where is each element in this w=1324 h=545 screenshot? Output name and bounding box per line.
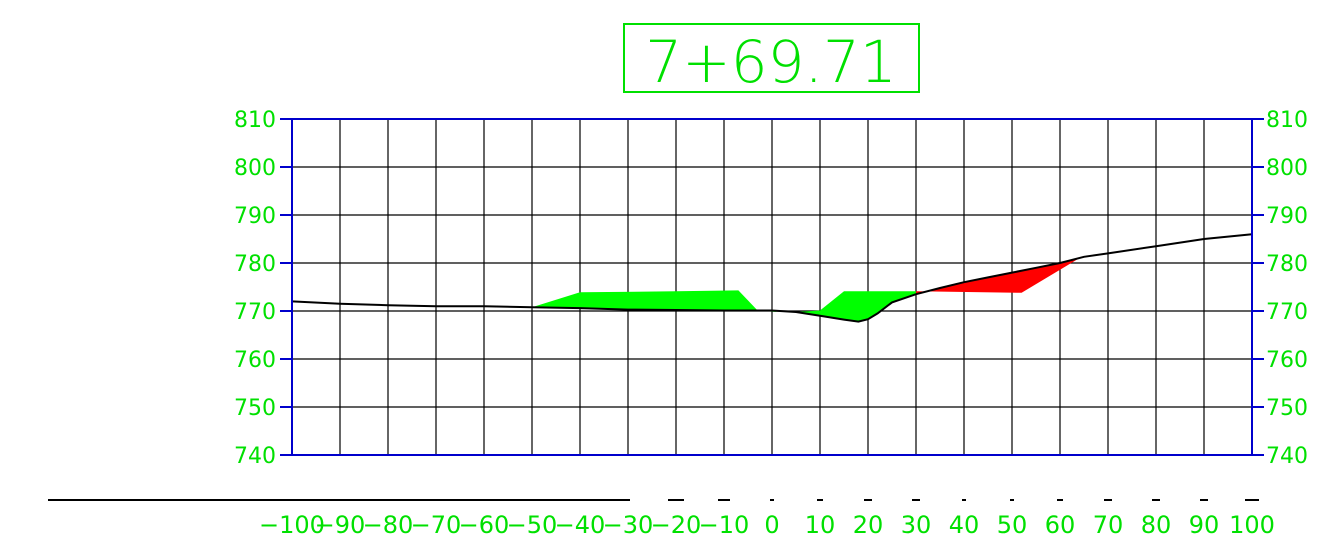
x-tick-label: 0 <box>764 511 779 539</box>
x-tick-label: −100 <box>259 511 325 539</box>
x-tick-label: 80 <box>1141 511 1172 539</box>
y-tick-label-left: 780 <box>234 252 276 277</box>
station-label-box <box>623 23 920 93</box>
ground-line <box>291 233 1253 323</box>
x-tick-label: −80 <box>363 511 414 539</box>
x-tick-label: −40 <box>555 511 606 539</box>
station-label: 7+69.71 <box>645 28 897 96</box>
x-tick-label: −70 <box>411 511 462 539</box>
y-tick-label-right: 740 <box>1266 444 1308 469</box>
x-tick-label: 20 <box>853 511 884 539</box>
fill-area <box>532 290 758 311</box>
y-tick-label-left: 810 <box>234 108 276 133</box>
plot-border <box>291 118 1253 456</box>
y-tick-label-right: 810 <box>1266 108 1308 133</box>
y-tick-label-left: 740 <box>234 444 276 469</box>
y-axis-right: 740 750 760 770 780 790 800 810 <box>1252 108 1308 469</box>
y-tick-label-left: 770 <box>234 300 276 325</box>
x-tick-label: −30 <box>603 511 654 539</box>
x-tick-label: −20 <box>651 511 702 539</box>
earthwork-areas <box>532 258 1080 322</box>
fill-area <box>796 291 916 322</box>
x-tick-label: 30 <box>901 511 932 539</box>
x-tick-label: 60 <box>1045 511 1076 539</box>
grid-lines <box>292 118 1252 456</box>
y-tick-label-left: 790 <box>234 204 276 229</box>
y-tick-label-left: 760 <box>234 348 276 373</box>
ground-profile <box>291 233 1253 323</box>
x-tick-label: −60 <box>459 511 510 539</box>
x-axis: −100−90−80−70−60−50−40−30−20−10 0 10 20 30 40… <box>48 499 1275 539</box>
x-tick-label: −90 <box>315 511 366 539</box>
x-tick-label: 10 <box>805 511 836 539</box>
y-tick-label-right: 800 <box>1266 156 1308 181</box>
x-tick-label: 70 <box>1093 511 1124 539</box>
y-tick-label-right: 780 <box>1266 252 1308 277</box>
y-tick-label-left: 800 <box>234 156 276 181</box>
y-tick-label-right: 750 <box>1266 396 1308 421</box>
x-tick-label: 40 <box>949 511 980 539</box>
y-tick-label-right: 790 <box>1266 204 1308 229</box>
x-tick-label: −10 <box>699 511 750 539</box>
x-tick-label: 100 <box>1229 511 1275 539</box>
y-tick-label-right: 770 <box>1266 300 1308 325</box>
chart-frame <box>291 118 1253 456</box>
y-tick-label-right: 760 <box>1266 348 1308 373</box>
x-tick-label: 50 <box>997 511 1028 539</box>
y-axis-left: 740 750 760 770 780 790 800 810 <box>234 108 292 469</box>
y-tick-label-left: 750 <box>234 396 276 421</box>
x-tick-label: 90 <box>1189 511 1220 539</box>
x-tick-label: −50 <box>507 511 558 539</box>
